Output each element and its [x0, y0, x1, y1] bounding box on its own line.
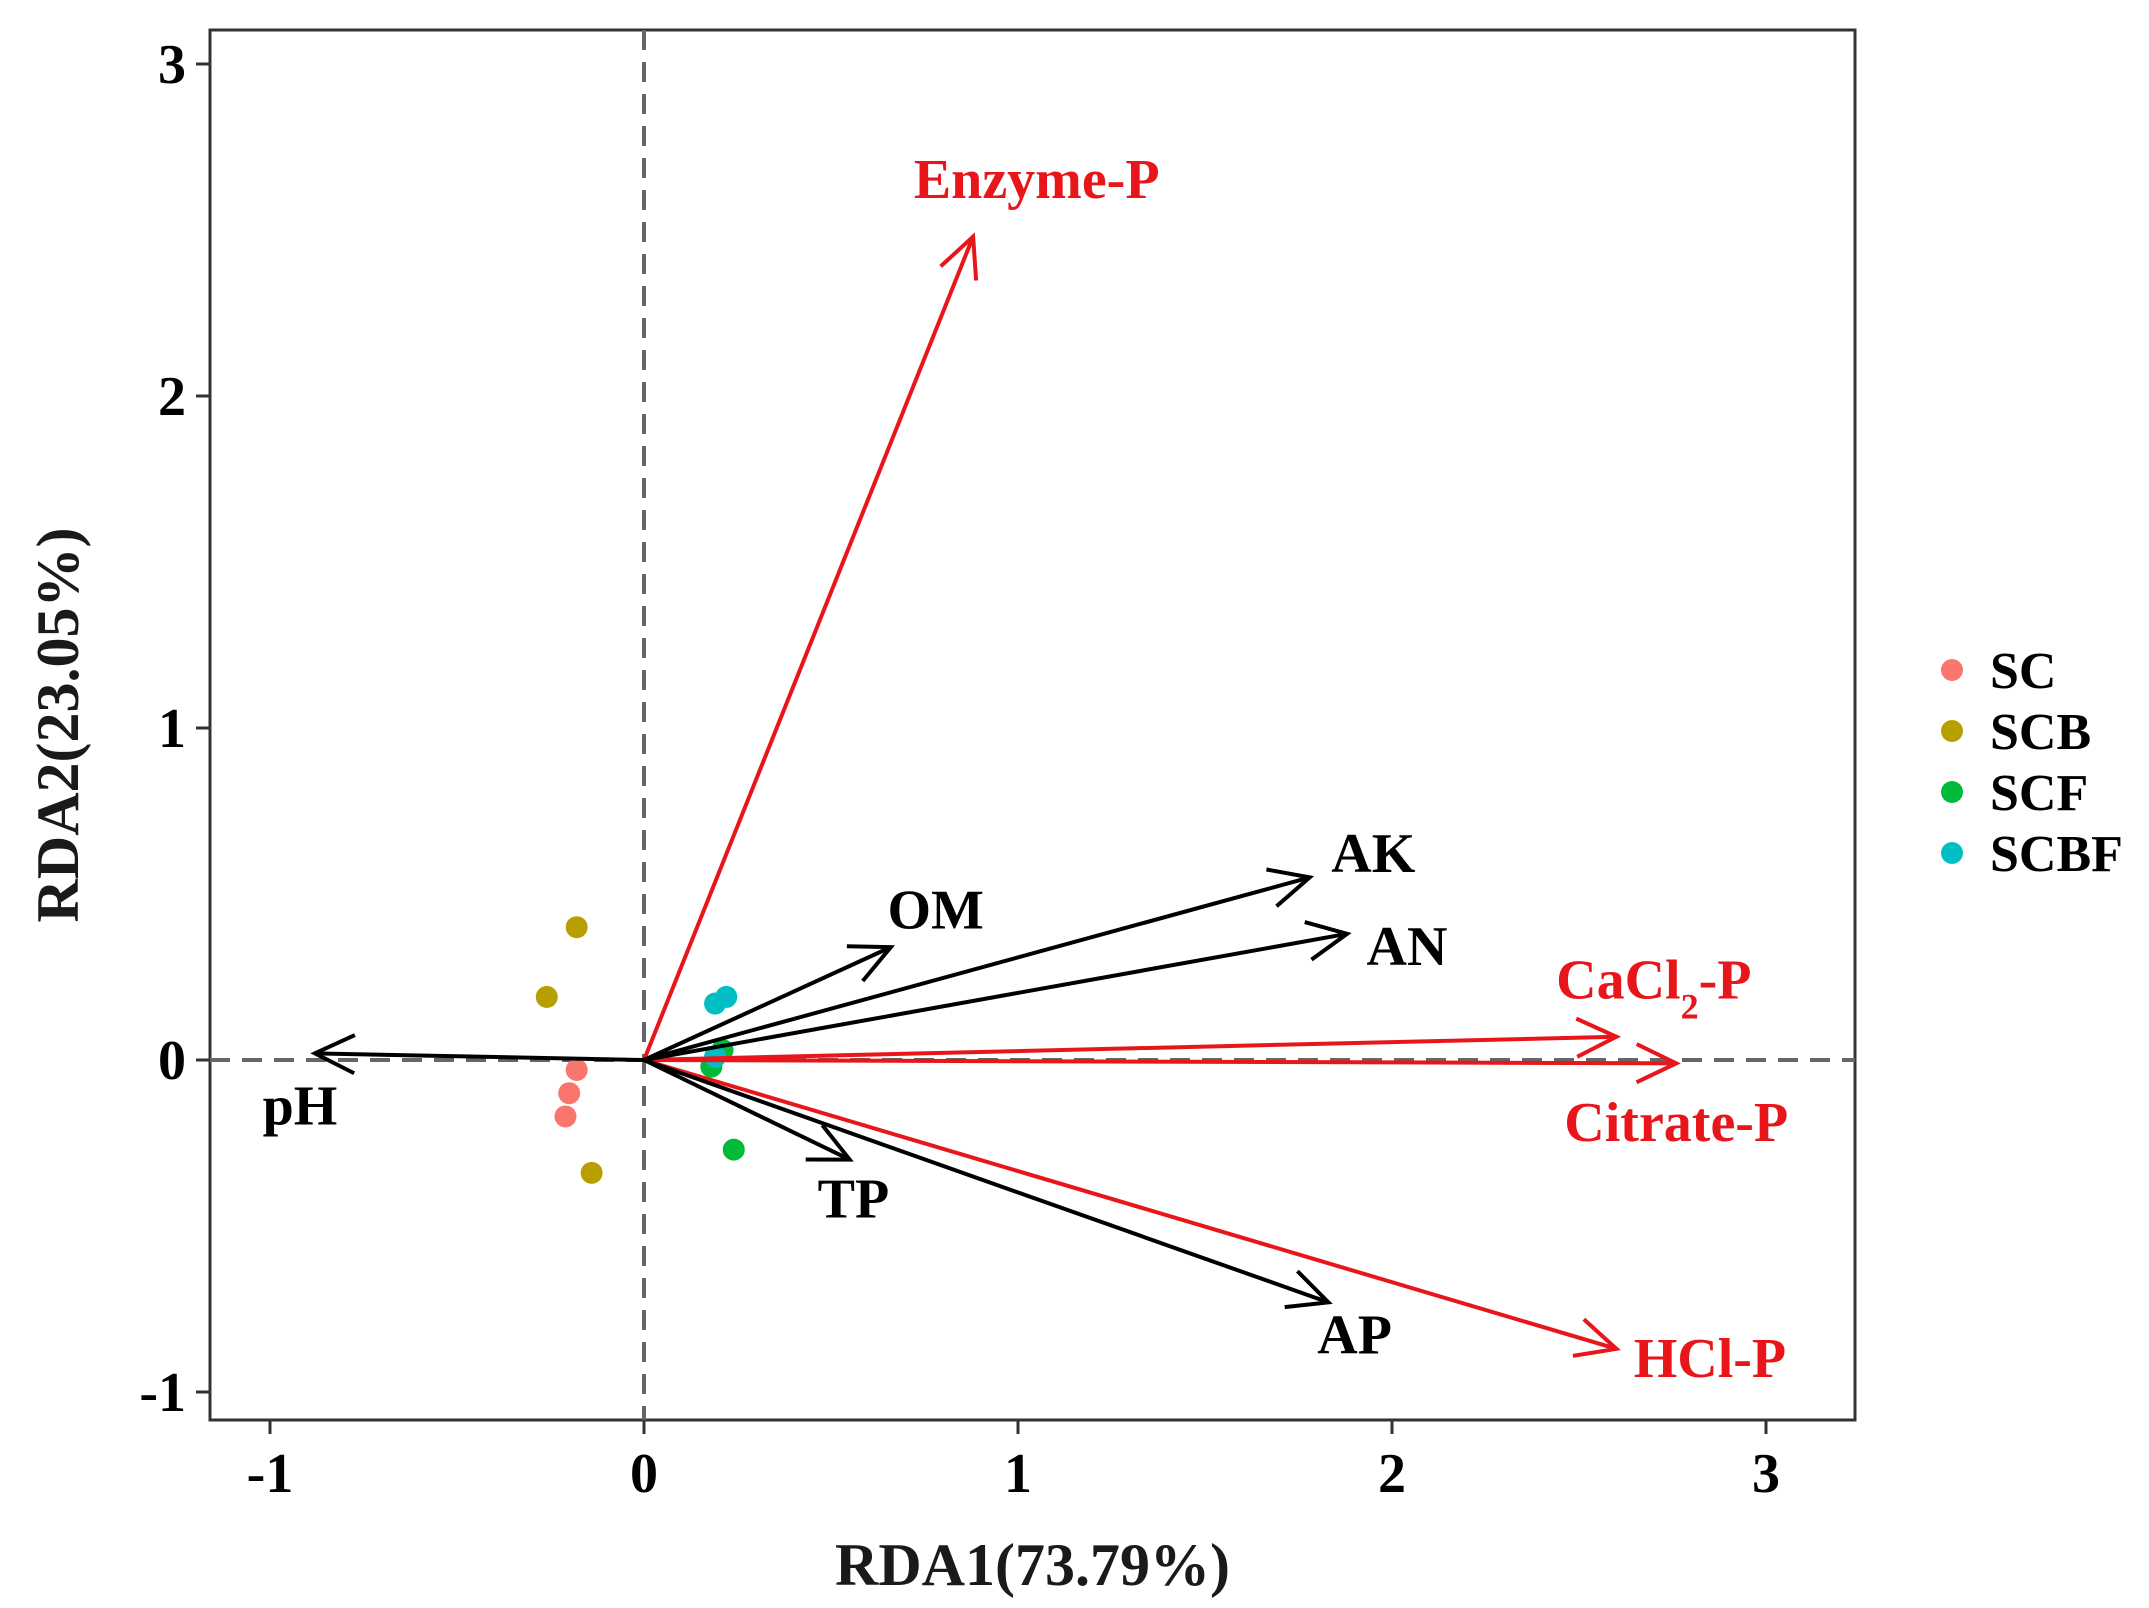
arrow-cacl2-p	[643, 1034, 1617, 1062]
label-ap: AP	[1317, 1305, 1392, 1367]
label-citrate-p: Citrate-P	[1564, 1092, 1788, 1154]
point-scb	[580, 1161, 603, 1184]
x-tick-label: 3	[1752, 1443, 1780, 1505]
x-axis-title: RDA1(73.79%)	[835, 1532, 1230, 1598]
y-tick-label: 3	[158, 34, 186, 96]
reference-lines	[210, 30, 1855, 1420]
legend-key-sc	[1941, 659, 1963, 681]
x-tick-label: 2	[1378, 1443, 1406, 1505]
arrowhead-om	[846, 944, 896, 983]
label-ph: pH	[263, 1075, 338, 1137]
y-tick-label: -1	[139, 1362, 186, 1424]
label-enzyme-p: Enzyme-P	[914, 149, 1160, 211]
y-axis-title: RDA2(23.05%)	[25, 528, 91, 923]
x-tick-label: -1	[247, 1443, 294, 1505]
label-an: AN	[1367, 916, 1448, 978]
legend-label-scbf: SCBF	[1990, 826, 2123, 883]
arrow-citrate-p	[643, 1058, 1677, 1066]
arrowhead-ap	[1284, 1269, 1333, 1310]
plot-border	[208, 28, 1857, 1422]
y-tick-label: 1	[158, 698, 186, 760]
arrowhead-cacl2-p	[1575, 1016, 1622, 1059]
arrowhead-an	[1304, 920, 1352, 962]
axes: -1 0 1 2 3 -1 0 1 2 3	[139, 34, 1780, 1505]
point-scb	[535, 985, 558, 1008]
arrow-tp	[643, 1058, 851, 1162]
point-sc	[558, 1082, 581, 1105]
point-scb	[565, 916, 588, 939]
arrow-an	[643, 931, 1348, 1062]
arrow-hcl-p	[643, 1058, 1617, 1351]
x-tick-label: 0	[630, 1443, 658, 1505]
variable-arrows	[310, 232, 1681, 1358]
x-tick-label: 1	[1004, 1443, 1032, 1505]
legend-key-scf	[1941, 781, 1963, 803]
legend-label-sc: SC	[1990, 643, 2056, 700]
arrowhead-ak	[1266, 867, 1315, 908]
label-hcl-p: HCl-P	[1634, 1328, 1786, 1390]
variable-labels: Enzyme-P CaCl2-P Citrate-P HCl-P OM AK AN TP AP p…	[263, 149, 1789, 1390]
arrowhead-enzyme-p	[939, 232, 979, 281]
arrow-ph	[314, 1051, 645, 1062]
arrowhead-tp	[805, 1123, 854, 1162]
legend-label-scf: SCF	[1990, 765, 2088, 822]
label-cacl2-p: CaCl2-P	[1556, 949, 1751, 1026]
legend-key-scb	[1941, 720, 1963, 742]
arrowhead-citrate-p	[1635, 1042, 1681, 1085]
label-ak: AK	[1331, 823, 1415, 885]
point-scf	[722, 1138, 745, 1161]
arrowhead-hcl-p	[1572, 1317, 1621, 1358]
y-tick-label: 0	[158, 1030, 186, 1092]
point-sc	[565, 1058, 588, 1081]
arrow-om	[643, 945, 892, 1062]
arrow-ak	[643, 875, 1311, 1062]
arrowhead-ph	[310, 1033, 356, 1076]
plot-panel	[208, 28, 1857, 1422]
label-om: OM	[888, 880, 984, 942]
label-tp: TP	[818, 1168, 890, 1230]
point-scbf	[715, 985, 738, 1008]
legend-label-scb: SCB	[1990, 704, 2091, 761]
y-tick-label: 2	[158, 366, 186, 428]
arrow-ap	[643, 1058, 1330, 1305]
arrow-enzyme-p	[642, 235, 975, 1061]
legend-key-scbf	[1941, 842, 1963, 864]
point-sc	[554, 1105, 577, 1128]
